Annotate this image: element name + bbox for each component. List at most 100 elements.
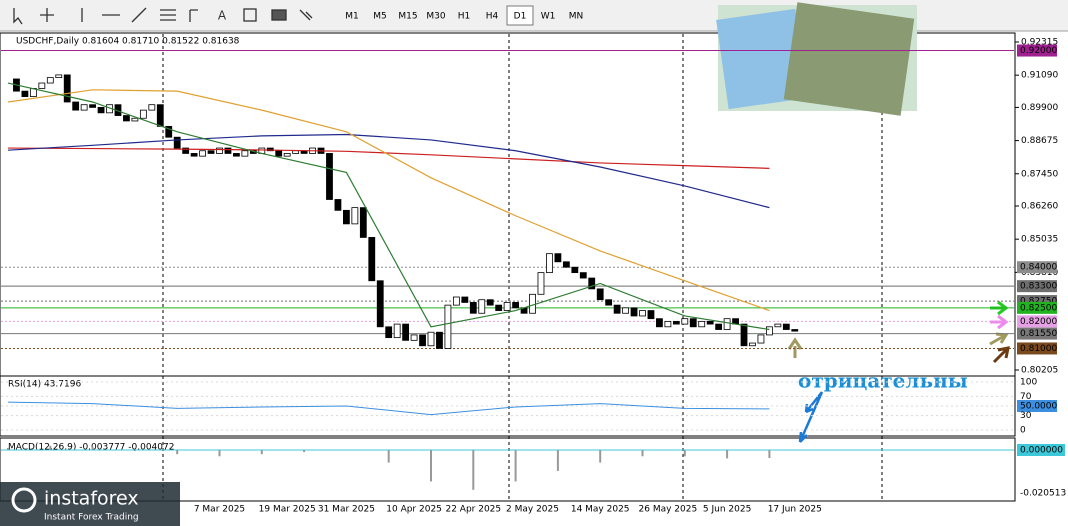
svg-text:A: A <box>218 9 227 23</box>
timeframe-button[interactable]: M5 <box>373 12 387 22</box>
logo-tagline: Instant Forex Trading <box>44 513 139 523</box>
candle <box>173 136 181 149</box>
toolbar-icons[interactable]: A <box>13 7 313 25</box>
macd-tag <box>1017 444 1065 456</box>
candle <box>596 288 604 301</box>
candle <box>368 237 376 282</box>
candle <box>503 302 511 311</box>
level-tag <box>1017 342 1057 355</box>
rsi-tag <box>1017 400 1057 412</box>
macd-bar <box>303 450 306 453</box>
candle <box>529 293 536 314</box>
timeframe-button[interactable]: H4 <box>486 12 499 22</box>
candle <box>55 74 63 79</box>
candle <box>605 299 613 306</box>
candle <box>757 334 765 344</box>
date-label: 10 Apr 2025 <box>386 505 442 515</box>
moving-average <box>7 89 770 312</box>
candle <box>664 320 672 328</box>
candle <box>131 117 139 122</box>
level-tag <box>1017 44 1057 57</box>
level-tag <box>1017 315 1057 328</box>
level-label: 0.84000 <box>1020 263 1057 273</box>
candle <box>774 323 782 328</box>
level-label: 0.82500 <box>1020 303 1057 313</box>
price-tick-label: 0.88675 <box>1021 136 1058 146</box>
date-label: 19 Mar 2025 <box>259 505 316 515</box>
candle <box>554 253 562 263</box>
candle <box>410 334 418 341</box>
candle <box>182 147 190 154</box>
logo-icon <box>11 487 37 513</box>
candle <box>749 342 756 347</box>
timeframe-button[interactable]: W1 <box>541 12 556 22</box>
candle <box>562 261 570 268</box>
candle <box>97 107 105 114</box>
candle <box>672 320 680 325</box>
rsi-tick-label: 0 <box>1020 426 1026 436</box>
rsi-line <box>7 401 770 416</box>
candle <box>148 104 156 111</box>
candle <box>38 82 46 89</box>
macd-bar <box>7 447 9 450</box>
date-label: 2 May 2025 <box>506 505 559 515</box>
macd-bar <box>133 450 136 452</box>
macd-bar <box>430 450 432 482</box>
macd-bar <box>176 450 179 455</box>
candle <box>207 150 215 154</box>
candle <box>512 302 519 309</box>
timeframe-button[interactable]: MN <box>569 12 584 22</box>
date-label: 26 May 2025 <box>639 505 698 515</box>
candle <box>782 323 790 330</box>
price-tick-label: 0.92315 <box>1021 38 1058 48</box>
date-label: 14 May 2025 <box>571 505 630 515</box>
candle <box>452 296 460 306</box>
candle <box>656 318 663 328</box>
macd-bar <box>683 450 686 457</box>
date-label: 17 Jun 2025 <box>768 505 822 515</box>
candle <box>723 318 731 330</box>
macd-bar <box>641 450 644 457</box>
macd-bar <box>91 446 94 450</box>
candle <box>639 310 646 317</box>
price-tick-label: 0.87450 <box>1021 169 1058 179</box>
candle <box>89 104 96 108</box>
moving-average <box>7 82 770 331</box>
price-tick-label: 0.80205 <box>1021 366 1058 376</box>
annotation-arrows <box>798 391 824 443</box>
macd-bar <box>49 445 52 450</box>
timeframe-button[interactable]: M15 <box>398 12 417 22</box>
candle <box>613 304 621 314</box>
candle <box>334 199 342 211</box>
timeframe-button[interactable]: D1 <box>514 12 527 22</box>
date-label: 31 Mar 2025 <box>318 505 375 515</box>
level-label: 0.81000 <box>1020 344 1057 354</box>
price-tick-label: 0.89900 <box>1021 103 1058 113</box>
candle <box>292 150 300 154</box>
rsi-tick-label: 50.0000 <box>1020 402 1057 412</box>
level-label: 0.92000 <box>1020 46 1057 56</box>
candle <box>216 147 223 154</box>
candle <box>622 307 629 314</box>
candle <box>689 318 697 328</box>
candle <box>478 299 486 314</box>
price-tick-label: 0.85035 <box>1021 235 1058 245</box>
moving-average <box>7 147 770 169</box>
candle <box>402 323 410 341</box>
level-tag <box>1017 280 1057 293</box>
candle <box>385 326 393 339</box>
candle <box>123 115 130 122</box>
timeframe-button[interactable]: H1 <box>458 12 471 22</box>
date-label: 5 Jun 2025 <box>703 505 751 515</box>
macd-tick-label: 0.000000 <box>1020 446 1063 456</box>
timeframe-button[interactable]: M1 <box>345 12 359 22</box>
macd-bar <box>218 450 221 457</box>
candle <box>165 125 173 138</box>
annotation: отрицательны <box>798 369 968 393</box>
timeframe-button[interactable]: M30 <box>426 12 445 22</box>
candle <box>275 150 283 157</box>
timeframe-active <box>506 5 534 26</box>
franc-note <box>716 8 808 110</box>
candle <box>706 320 714 325</box>
